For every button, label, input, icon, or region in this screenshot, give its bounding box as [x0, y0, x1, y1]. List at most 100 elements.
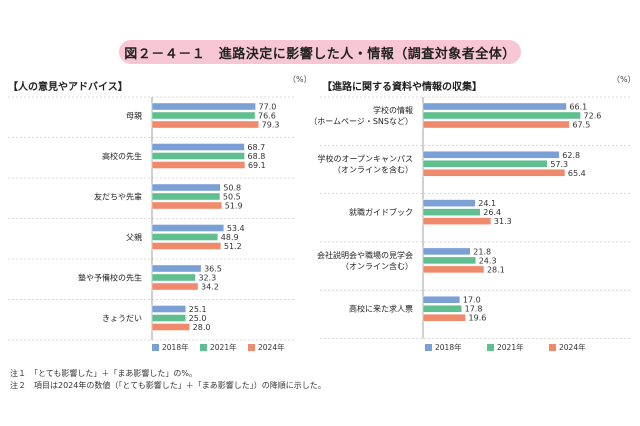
bar-2018	[422, 296, 461, 304]
legend-label: 2018年	[435, 342, 462, 352]
category-label: （オンラインを含む）	[333, 164, 413, 174]
data-label: 28.1	[487, 265, 505, 274]
bar-2021	[422, 208, 481, 216]
legend-label: 2021年	[210, 342, 237, 352]
bar-2018	[151, 305, 186, 313]
bar-2024	[151, 282, 199, 291]
category-label: 学校のオープンキャンパス	[317, 153, 413, 163]
category-label: （ホームページ・SNSなど）	[309, 117, 413, 126]
bar-2018	[151, 264, 202, 273]
bar-2024	[422, 314, 466, 322]
legend-label: 2024年	[559, 342, 586, 352]
figure-title: 図２－４－１ 進路決定に影響した人・情報（調査対象者全体）	[119, 40, 521, 64]
data-label: 68.7	[247, 143, 265, 152]
legend-label: 2024年	[258, 342, 285, 352]
data-label: 36.5	[204, 265, 222, 274]
legend-label: 2018年	[162, 342, 189, 352]
data-label: 21.8	[473, 247, 491, 256]
data-label: 77.0	[259, 103, 277, 112]
data-label: 79.3	[262, 121, 280, 130]
data-label: 57.3	[550, 160, 568, 169]
legend-swatch-2018	[425, 344, 432, 351]
data-label: 72.6	[584, 112, 602, 121]
legend-swatch-2018	[152, 344, 159, 351]
bar-2024	[151, 242, 222, 250]
data-label: 25.0	[189, 314, 207, 323]
legend-swatch-2024	[549, 344, 556, 351]
data-label: 17.8	[465, 305, 483, 314]
data-label: 24.3	[479, 256, 497, 265]
category-label: 会社説明会や職場の見学会	[317, 250, 413, 260]
data-label: 26.4	[483, 208, 501, 217]
category-label: 友だちや先輩	[94, 192, 142, 202]
legend-swatch-2021	[487, 344, 494, 351]
legend-swatch-2021	[200, 344, 207, 351]
left-unit-label: （%）	[288, 75, 312, 84]
data-label: 24.1	[478, 199, 496, 208]
data-label: 34.2	[201, 283, 219, 292]
bar-2018	[422, 102, 567, 111]
data-label: 51.9	[225, 202, 243, 211]
bar-2021	[151, 273, 196, 282]
bar-2021	[422, 111, 581, 120]
data-label: 53.4	[227, 224, 245, 233]
bar-2024	[422, 169, 566, 177]
data-label: 50.5	[223, 193, 241, 202]
bar-2018	[151, 102, 256, 111]
data-label: 67.5	[572, 121, 590, 130]
note-2: 注２ 項目は2024年の数値（「とても影響した」＋「まあ影響した」）の降順に示し…	[10, 381, 326, 390]
data-label: 50.8	[223, 184, 241, 193]
data-label: 28.0	[193, 323, 211, 332]
bar-2024	[151, 323, 190, 331]
category-label: 就職ガイドブック	[349, 207, 413, 217]
category-label: きょうだい	[102, 314, 142, 323]
data-label: 62.8	[562, 151, 580, 160]
legend-swatch-2024	[248, 344, 255, 351]
bar-2024	[422, 120, 570, 129]
bar-2021	[151, 192, 221, 201]
data-label: 31.3	[494, 217, 512, 226]
bar-2021	[151, 314, 186, 322]
category-label: 母親	[126, 111, 142, 121]
category-label: 高校の先生	[102, 151, 142, 161]
category-label: 学校の情報	[373, 105, 413, 115]
right-chart-title: 【進路に関する資料や情報の収集】	[322, 82, 482, 93]
bar-2018	[422, 199, 476, 207]
bar-2021	[151, 111, 256, 120]
bar-2024	[151, 161, 246, 169]
data-label: 68.8	[248, 152, 266, 161]
right-unit-label: （%）	[612, 75, 636, 84]
bar-2018	[151, 183, 221, 192]
data-label: 48.9	[221, 233, 239, 242]
bar-2018	[422, 247, 471, 256]
bar-2024	[422, 217, 492, 225]
category-label: （オンライン含む）	[341, 261, 413, 271]
note-1: 注１ 「とても影響した」＋「まあ影響した」の%。	[10, 369, 197, 378]
data-label: 32.3	[198, 274, 216, 283]
bar-2021	[151, 233, 218, 241]
data-label: 25.1	[189, 305, 207, 314]
category-label: 塾や予備校の先生	[78, 273, 142, 283]
data-label: 17.0	[463, 296, 481, 305]
bar-2021	[422, 160, 548, 168]
data-label: 69.1	[248, 161, 266, 170]
bar-2021	[422, 256, 476, 265]
data-label: 19.6	[469, 314, 487, 323]
legend-label: 2021年	[497, 342, 524, 352]
bar-2024	[422, 265, 485, 274]
category-label: 高校に来た求人票	[349, 304, 413, 314]
bar-2024	[151, 120, 259, 129]
bar-2018	[422, 151, 560, 159]
data-label: 65.4	[568, 169, 586, 178]
left-chart-title: 【人の意見やアドバイス】	[8, 82, 128, 93]
data-label: 76.6	[258, 112, 276, 121]
data-label: 51.2	[224, 242, 242, 251]
bar-2021	[422, 305, 462, 313]
data-label: 66.1	[569, 103, 587, 112]
bar-2024	[151, 201, 223, 210]
bar-2018	[151, 224, 225, 232]
category-label: 父親	[126, 232, 142, 242]
bar-2021	[151, 152, 245, 160]
bar-2018	[151, 143, 245, 151]
